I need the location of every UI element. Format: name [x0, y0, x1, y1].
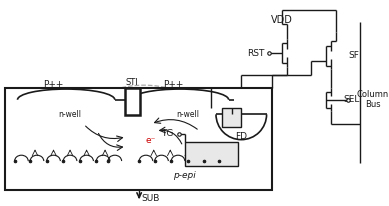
Text: SF: SF — [348, 52, 359, 61]
Text: STI: STI — [126, 78, 139, 87]
Text: n-well: n-well — [59, 110, 82, 119]
Text: RST: RST — [247, 49, 265, 57]
Text: P++: P++ — [43, 80, 64, 89]
Text: Column
Bus: Column Bus — [356, 90, 389, 109]
Text: P++: P++ — [163, 80, 183, 89]
Text: e⁻: e⁻ — [145, 136, 156, 145]
Text: VDD: VDD — [271, 15, 293, 25]
Text: FD: FD — [235, 132, 247, 141]
Text: SEL: SEL — [343, 95, 360, 104]
Text: TG: TG — [161, 129, 173, 138]
Text: n-well: n-well — [176, 110, 199, 119]
Bar — [124, 88, 140, 115]
Bar — [5, 88, 272, 190]
Text: p-epi: p-epi — [173, 171, 196, 180]
Bar — [222, 108, 241, 127]
Text: SUB: SUB — [142, 193, 160, 202]
Bar — [185, 142, 238, 166]
